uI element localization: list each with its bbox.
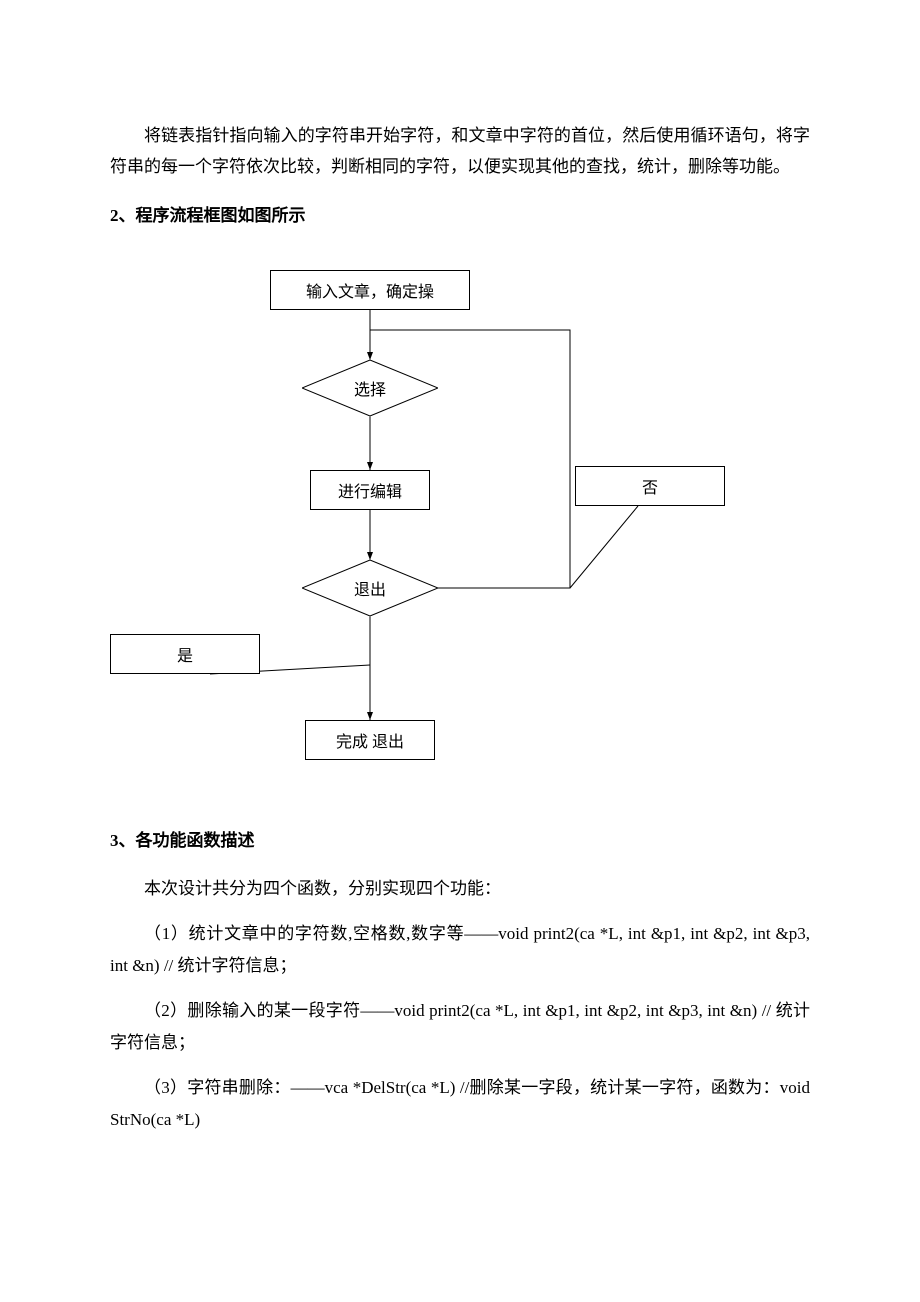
node-input: 输入文章，确定操 bbox=[270, 270, 470, 310]
heading-3: 3、各功能函数描述 bbox=[110, 826, 810, 851]
intro-paragraph: 将链表指针指向输入的字符串开始字符，和文章中字符的首位，然后使用循环语句，将字符… bbox=[110, 120, 810, 183]
callout-no: 否 bbox=[575, 466, 725, 506]
node-done: 完成 退出 bbox=[305, 720, 435, 760]
heading-2: 2、程序流程框图如图所示 bbox=[110, 201, 810, 226]
node-edit: 进行编辑 bbox=[310, 470, 430, 510]
callout-yes: 是 bbox=[110, 634, 260, 674]
node-select: 选择 bbox=[302, 360, 438, 416]
p3-2: （2）删除输入的某一段字符——void print2(ca *L, int &p… bbox=[110, 995, 810, 1058]
p3-intro: 本次设计共分为四个函数，分别实现四个功能： bbox=[110, 873, 810, 904]
node-exit: 退出 bbox=[302, 560, 438, 616]
p3-3: （3）字符串删除：——vca *DelStr(ca *L) //删除某一字段，统… bbox=[110, 1072, 810, 1135]
flowchart: 输入文章，确定操选择进行编辑退出完成 退出 否是 bbox=[110, 270, 810, 790]
flowchart-lines bbox=[110, 270, 810, 790]
p3-1: （1）统计文章中的字符数,空格数,数字等——void print2(ca *L,… bbox=[110, 918, 810, 981]
